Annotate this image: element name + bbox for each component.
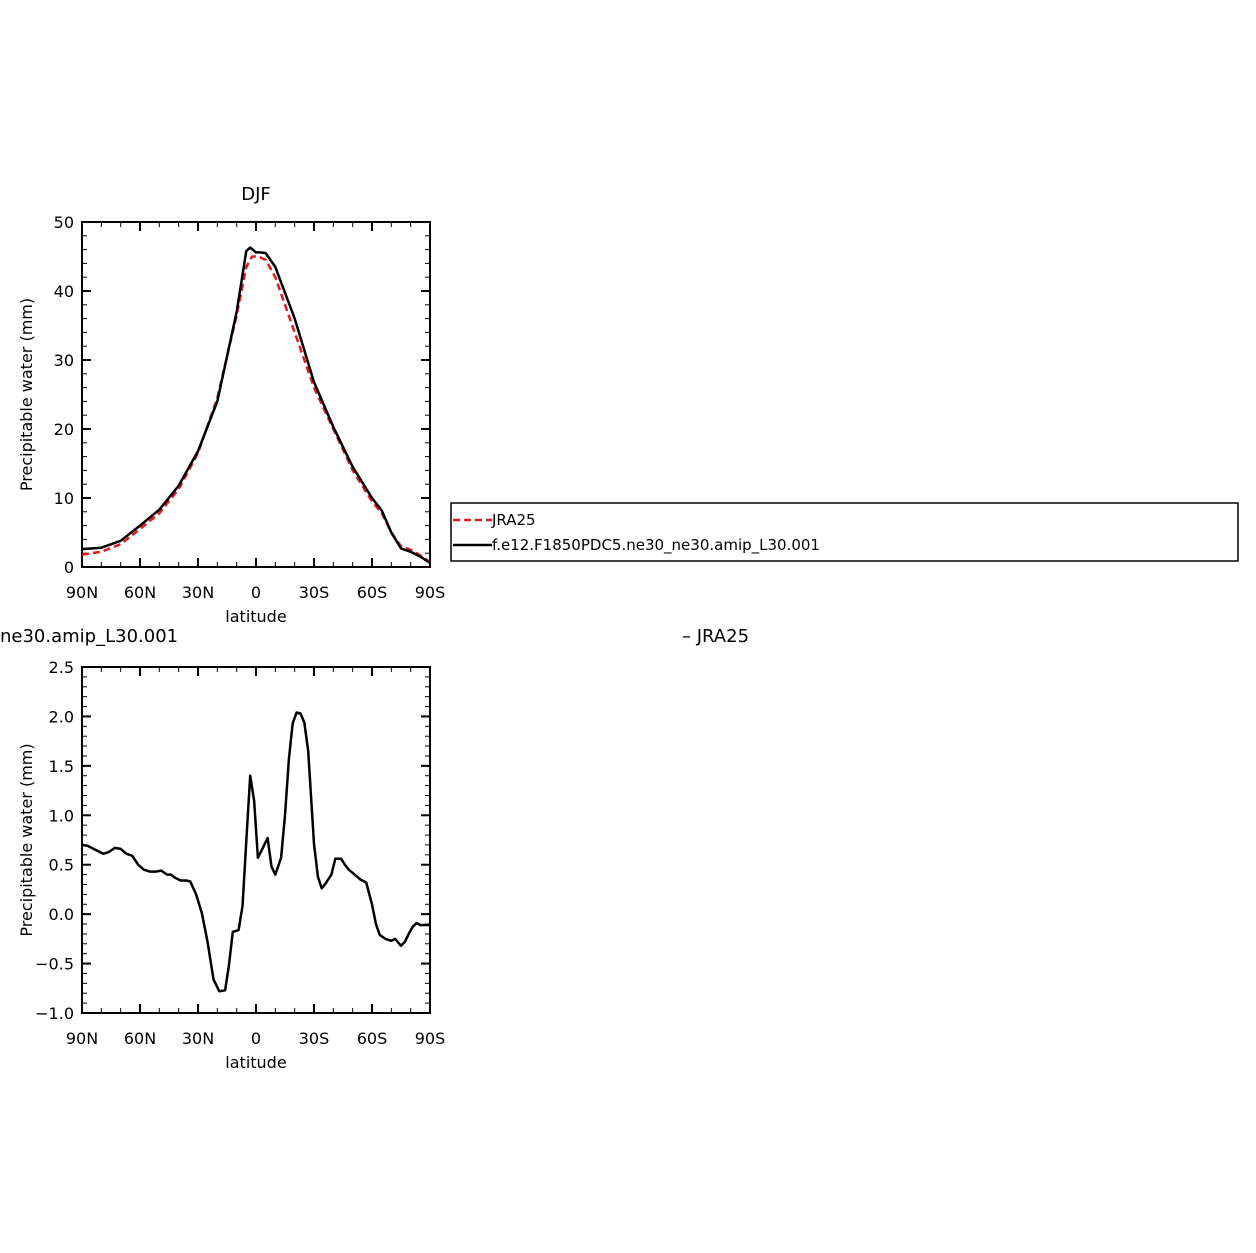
legend: JRA25 f.e12.F1850PDC5.ne30_ne30.amip_L30.… <box>450 502 1239 562</box>
x-axis-label: latitude <box>225 1053 286 1072</box>
x-tick-label: 60S <box>357 1029 388 1048</box>
x-tick-label: 90N <box>66 583 98 602</box>
plot-frame <box>81 221 431 568</box>
x-tick-label: 30S <box>299 1029 330 1048</box>
y-tick-label: 0.5 <box>49 856 74 875</box>
x-tick-label: 90N <box>66 1029 98 1048</box>
y-tick-label: 50 <box>54 213 74 232</box>
y-tick-label: 1.5 <box>49 757 74 776</box>
chart-panel-1: 90N 60N 30N 0 30S 60S 90S 0 10 20 30 40 50 latitude Pr… <box>17 184 1239 626</box>
y-tick-label: 30 <box>54 351 74 370</box>
y-tick-label: 2.5 <box>49 658 74 677</box>
chart-title: DJF <box>241 184 271 205</box>
y-axis-label: Precipitable water (mm) <box>17 298 36 491</box>
x-tick-label: 30N <box>182 583 214 602</box>
series-line-1 <box>81 255 431 564</box>
y-tick-label: 0.0 <box>49 905 74 924</box>
y-tick-label: 1.0 <box>49 806 74 825</box>
series-line-1 <box>81 711 430 993</box>
chart-title-right: – JRA25 <box>682 626 749 647</box>
x-axis-label: latitude <box>225 607 286 626</box>
legend-entry-1: JRA25 <box>491 511 536 529</box>
y-tick-label: 40 <box>54 282 74 301</box>
x-tick-label: 30S <box>299 583 330 602</box>
y-tick-label: 20 <box>54 420 74 439</box>
y-tick-label: 10 <box>54 489 74 508</box>
legend-entry-2: f.e12.F1850PDC5.ne30_ne30.amip_L30.001 <box>492 536 820 555</box>
x-tick-label: 0 <box>251 1029 261 1048</box>
x-tick-label: 60N <box>124 1029 156 1048</box>
y-tick-label: −1.0 <box>35 1004 74 1023</box>
y-tick-label: 0 <box>64 558 74 577</box>
x-tick-label: 90S <box>415 583 446 602</box>
y-tick-label: −0.5 <box>35 955 74 974</box>
legend-box <box>450 502 1239 562</box>
x-tick-label: 60N <box>124 583 156 602</box>
x-tick-label: 60S <box>357 583 388 602</box>
x-tick-label: 30N <box>182 1029 214 1048</box>
y-tick-label: 2.0 <box>49 707 74 726</box>
x-tick-label: 0 <box>251 583 261 602</box>
chart-title-left: ne30.amip_L30.001 <box>0 626 178 647</box>
y-axis-label: Precipitable water (mm) <box>17 743 36 936</box>
series-line-2 <box>81 246 431 564</box>
x-tick-label: 90S <box>415 1029 446 1048</box>
chart-panel-2: 90N 60N 30N 0 30S 60S 90S −1.0 −0.5 0.0 0.5 1.0 1.5 2… <box>0 626 749 1072</box>
